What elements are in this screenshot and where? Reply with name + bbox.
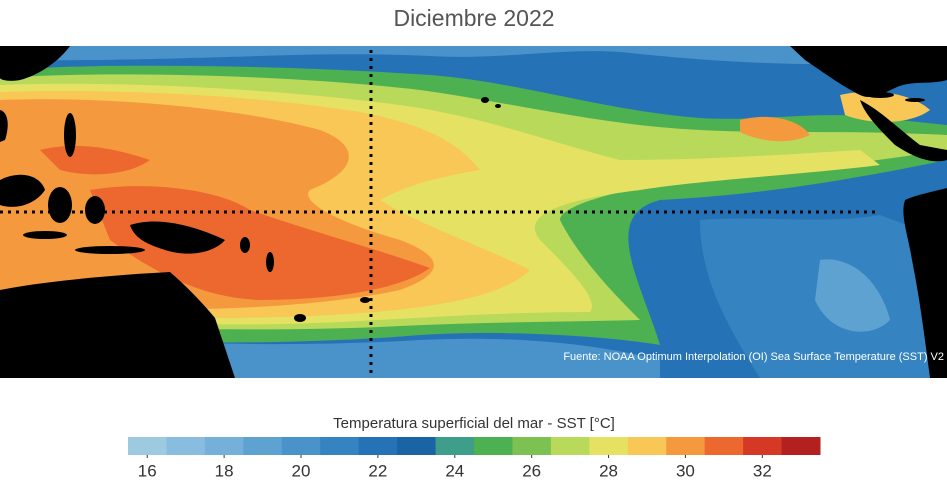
sst-cool [815,259,890,332]
sst-redorange [90,186,430,300]
colorbar-swatch [204,437,244,455]
colorbar-tick-label: 28 [599,461,618,480]
colorbar-tick-label: 26 [522,461,541,480]
title: Diciembre 2022 [393,5,554,31]
land [0,46,947,378]
source-note: Fuente: NOAA Optimum Interpolation (OI) … [563,351,944,363]
colorbar-swatch [243,437,283,455]
colorbar-swatch [166,437,206,455]
sst-north [0,46,947,65]
colorbar-swatch [743,437,783,455]
colorbar-tick-label: 18 [215,461,234,480]
colorbar-tick-label: 30 [676,461,695,480]
colorbar-swatch [512,437,552,455]
colorbar-swatch [589,437,629,455]
colorbar: 16 18 20 22 24 26 28 30 32 [128,437,821,480]
colorbar-swatch [435,437,475,455]
colorbar-tick-label: 16 [138,461,157,480]
colorbar-tick-label: 32 [753,461,772,480]
colorbar-swatch [474,437,513,455]
colorbar-label: Temperatura superficial del mar - SST [°… [333,415,615,432]
colorbar-swatch [781,437,821,455]
colorbar-swatch [358,437,398,455]
colorbar-swatch [550,437,590,455]
colorbar-swatch [281,437,321,455]
colorbar-swatch [704,437,744,455]
colorbar-swatch [320,437,360,455]
sst-map: Fuente: NOAA Optimum Interpolation (OI) … [0,46,947,378]
colorbar-tick-label: 20 [292,461,311,480]
sst-orange [740,116,810,142]
colorbar-tick-label: 22 [368,461,387,480]
colorbar-tick-label: 24 [445,461,464,480]
colorbar-swatch [627,437,667,455]
colorbar-swatch [128,437,167,455]
colorbar-swatch [397,437,437,455]
colorbar-swatch [666,437,706,455]
